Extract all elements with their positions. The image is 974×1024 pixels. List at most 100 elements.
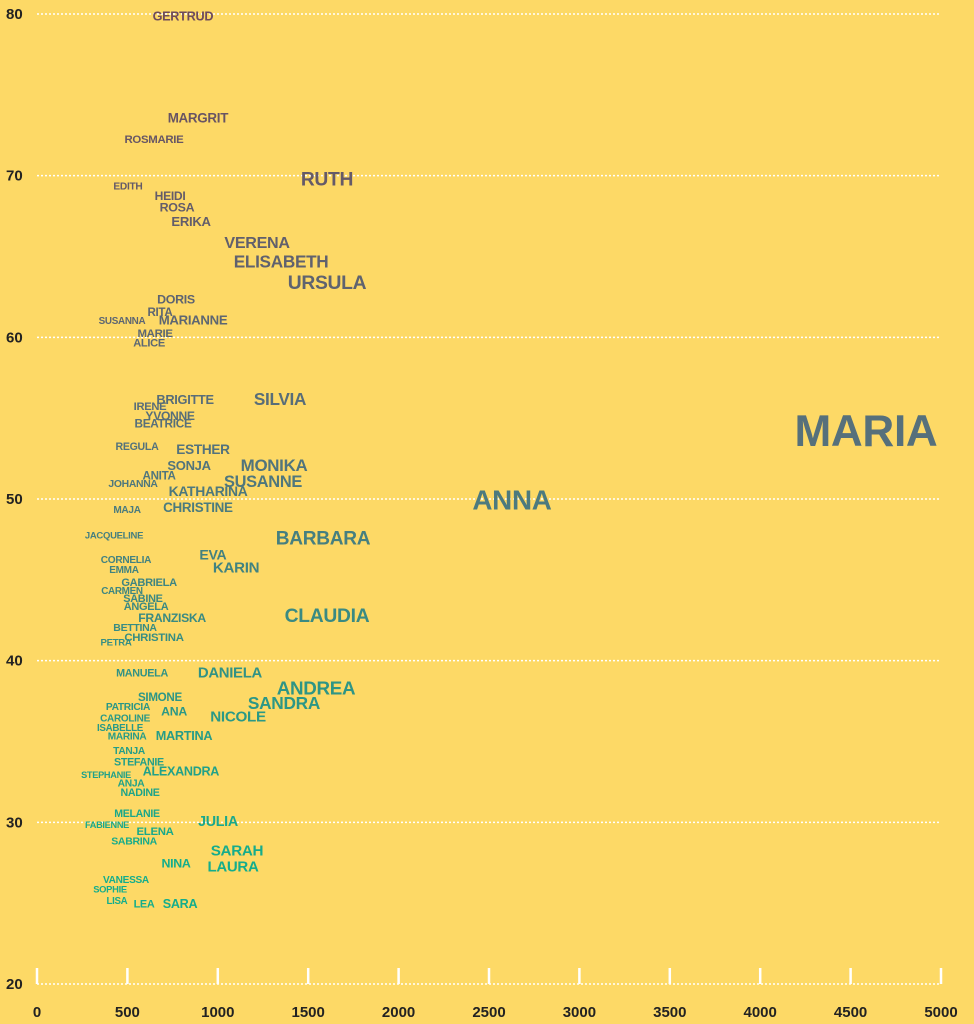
name-label: NINA bbox=[161, 857, 190, 871]
name-label: ELISABETH bbox=[234, 252, 329, 272]
name-label: ALEXANDRA bbox=[143, 765, 220, 779]
name-label: GABRIELA bbox=[121, 577, 177, 589]
name-label: EMMA bbox=[109, 565, 138, 576]
name-label: BRIGITTE bbox=[156, 392, 214, 407]
y-tick-label: 60 bbox=[6, 329, 23, 346]
name-label: REGULA bbox=[116, 441, 160, 453]
name-label: CHRISTINE bbox=[163, 500, 233, 515]
name-label: SOPHIE bbox=[93, 884, 127, 895]
name-label: SIMONE bbox=[138, 691, 183, 704]
name-label: VANESSA bbox=[103, 875, 150, 886]
name-label: PETRA bbox=[101, 637, 132, 648]
name-label: BARBARA bbox=[276, 528, 371, 549]
name-label: YVONNE bbox=[145, 409, 195, 423]
x-tick-label: 3000 bbox=[563, 1004, 596, 1021]
name-label: NADINE bbox=[120, 787, 159, 799]
name-label: SILVIA bbox=[254, 389, 306, 409]
name-label: VERENA bbox=[224, 234, 290, 252]
name-label: HEIDI bbox=[155, 189, 186, 203]
name-label: EVA bbox=[199, 546, 226, 562]
name-label: RUTH bbox=[301, 170, 353, 191]
name-label: ISABELLE bbox=[97, 723, 144, 734]
name-label: CHRISTINA bbox=[124, 632, 183, 644]
name-label: URSULA bbox=[288, 273, 367, 294]
name-label: STEFANIE bbox=[114, 756, 164, 768]
name-label: MELANIE bbox=[114, 808, 160, 820]
name-label: KARIN bbox=[213, 560, 259, 577]
name-label: LISA bbox=[106, 896, 127, 907]
name-label: PATRICIA bbox=[106, 702, 151, 713]
name-label: ANITA bbox=[143, 469, 177, 482]
name-label: LAURA bbox=[207, 859, 258, 876]
name-label: JULIA bbox=[198, 814, 238, 830]
name-label: LEA bbox=[134, 899, 155, 911]
name-label: RITA bbox=[147, 306, 173, 319]
x-tick-label: 4500 bbox=[834, 1004, 867, 1021]
x-tick-label: 0 bbox=[33, 1004, 41, 1021]
x-tick-label: 3500 bbox=[653, 1004, 686, 1021]
name-label: SARAH bbox=[211, 842, 264, 859]
name-label: CLAUDIA bbox=[285, 606, 370, 627]
x-tick-label: 2500 bbox=[472, 1004, 505, 1021]
name-label: ANGELA bbox=[124, 601, 169, 613]
name-label: KATHARINA bbox=[169, 483, 248, 499]
name-label: MARIE bbox=[137, 328, 173, 340]
y-tick-label: 30 bbox=[6, 814, 23, 831]
name-label: ROSA bbox=[160, 200, 195, 214]
name-label: FRANZISKA bbox=[138, 611, 206, 625]
name-label: EDITH bbox=[113, 182, 142, 193]
name-label: MARGRIT bbox=[168, 111, 230, 126]
name-label: STEPHANIE bbox=[81, 770, 131, 780]
name-label: BEATRICE bbox=[135, 417, 192, 431]
x-tick-label: 4000 bbox=[744, 1004, 777, 1021]
x-tick-label: 1500 bbox=[292, 1004, 325, 1021]
name-label: FABIENNE bbox=[85, 820, 129, 830]
name-label: CORNELIA bbox=[101, 555, 152, 566]
name-label: MARTINA bbox=[156, 729, 213, 743]
name-label: MARIA bbox=[794, 407, 937, 456]
name-label: NICOLE bbox=[210, 708, 266, 725]
name-label: TANJA bbox=[113, 746, 146, 757]
name-label: SABINE bbox=[123, 593, 162, 605]
name-label: ANA bbox=[161, 705, 187, 719]
name-label: MANUELA bbox=[116, 667, 168, 679]
name-label: IRENE bbox=[134, 401, 168, 413]
name-label: JOHANNA bbox=[108, 479, 158, 490]
name-label: SONJA bbox=[167, 458, 211, 473]
name-label: GERTRUD bbox=[153, 10, 214, 24]
name-label: DANIELA bbox=[198, 666, 263, 682]
name-label: SABRINA bbox=[111, 836, 157, 848]
name-label: BETTINA bbox=[113, 622, 157, 634]
name-label: ANNA bbox=[472, 485, 551, 516]
name-label: CARMEN bbox=[101, 586, 143, 597]
name-label: ALICE bbox=[133, 338, 165, 350]
y-tick-label: 40 bbox=[6, 653, 23, 670]
y-tick-label: 80 bbox=[6, 6, 23, 23]
name-label: MARINA bbox=[108, 731, 148, 742]
x-tick-label: 1000 bbox=[201, 1004, 234, 1021]
x-tick-label: 2000 bbox=[382, 1004, 415, 1021]
name-label: CAROLINE bbox=[100, 714, 150, 725]
name-label: ESTHER bbox=[176, 442, 230, 457]
name-label: DORIS bbox=[157, 292, 195, 306]
name-label: SUSANNA bbox=[99, 316, 146, 327]
y-tick-label: 50 bbox=[6, 491, 23, 508]
name-label: SUSANNE bbox=[224, 473, 302, 491]
x-tick-label: 500 bbox=[115, 1004, 140, 1021]
name-label: ROSMARIE bbox=[124, 134, 184, 146]
name-label: MAJA bbox=[113, 505, 141, 516]
name-label: JACQUELINE bbox=[85, 531, 143, 542]
name-label: ERIKA bbox=[171, 214, 211, 229]
name-label: SANDRA bbox=[248, 693, 321, 713]
name-label: ELENA bbox=[137, 826, 174, 838]
name-label: MONIKA bbox=[241, 456, 308, 475]
name-label: MARIANNE bbox=[159, 313, 228, 328]
name-label: SARA bbox=[163, 897, 198, 911]
name-label: ANJA bbox=[118, 778, 146, 789]
y-tick-label: 70 bbox=[6, 168, 23, 185]
name-label: ANDREA bbox=[277, 678, 356, 699]
y-tick-label: 20 bbox=[6, 976, 23, 993]
x-tick-label: 5000 bbox=[924, 1004, 957, 1021]
